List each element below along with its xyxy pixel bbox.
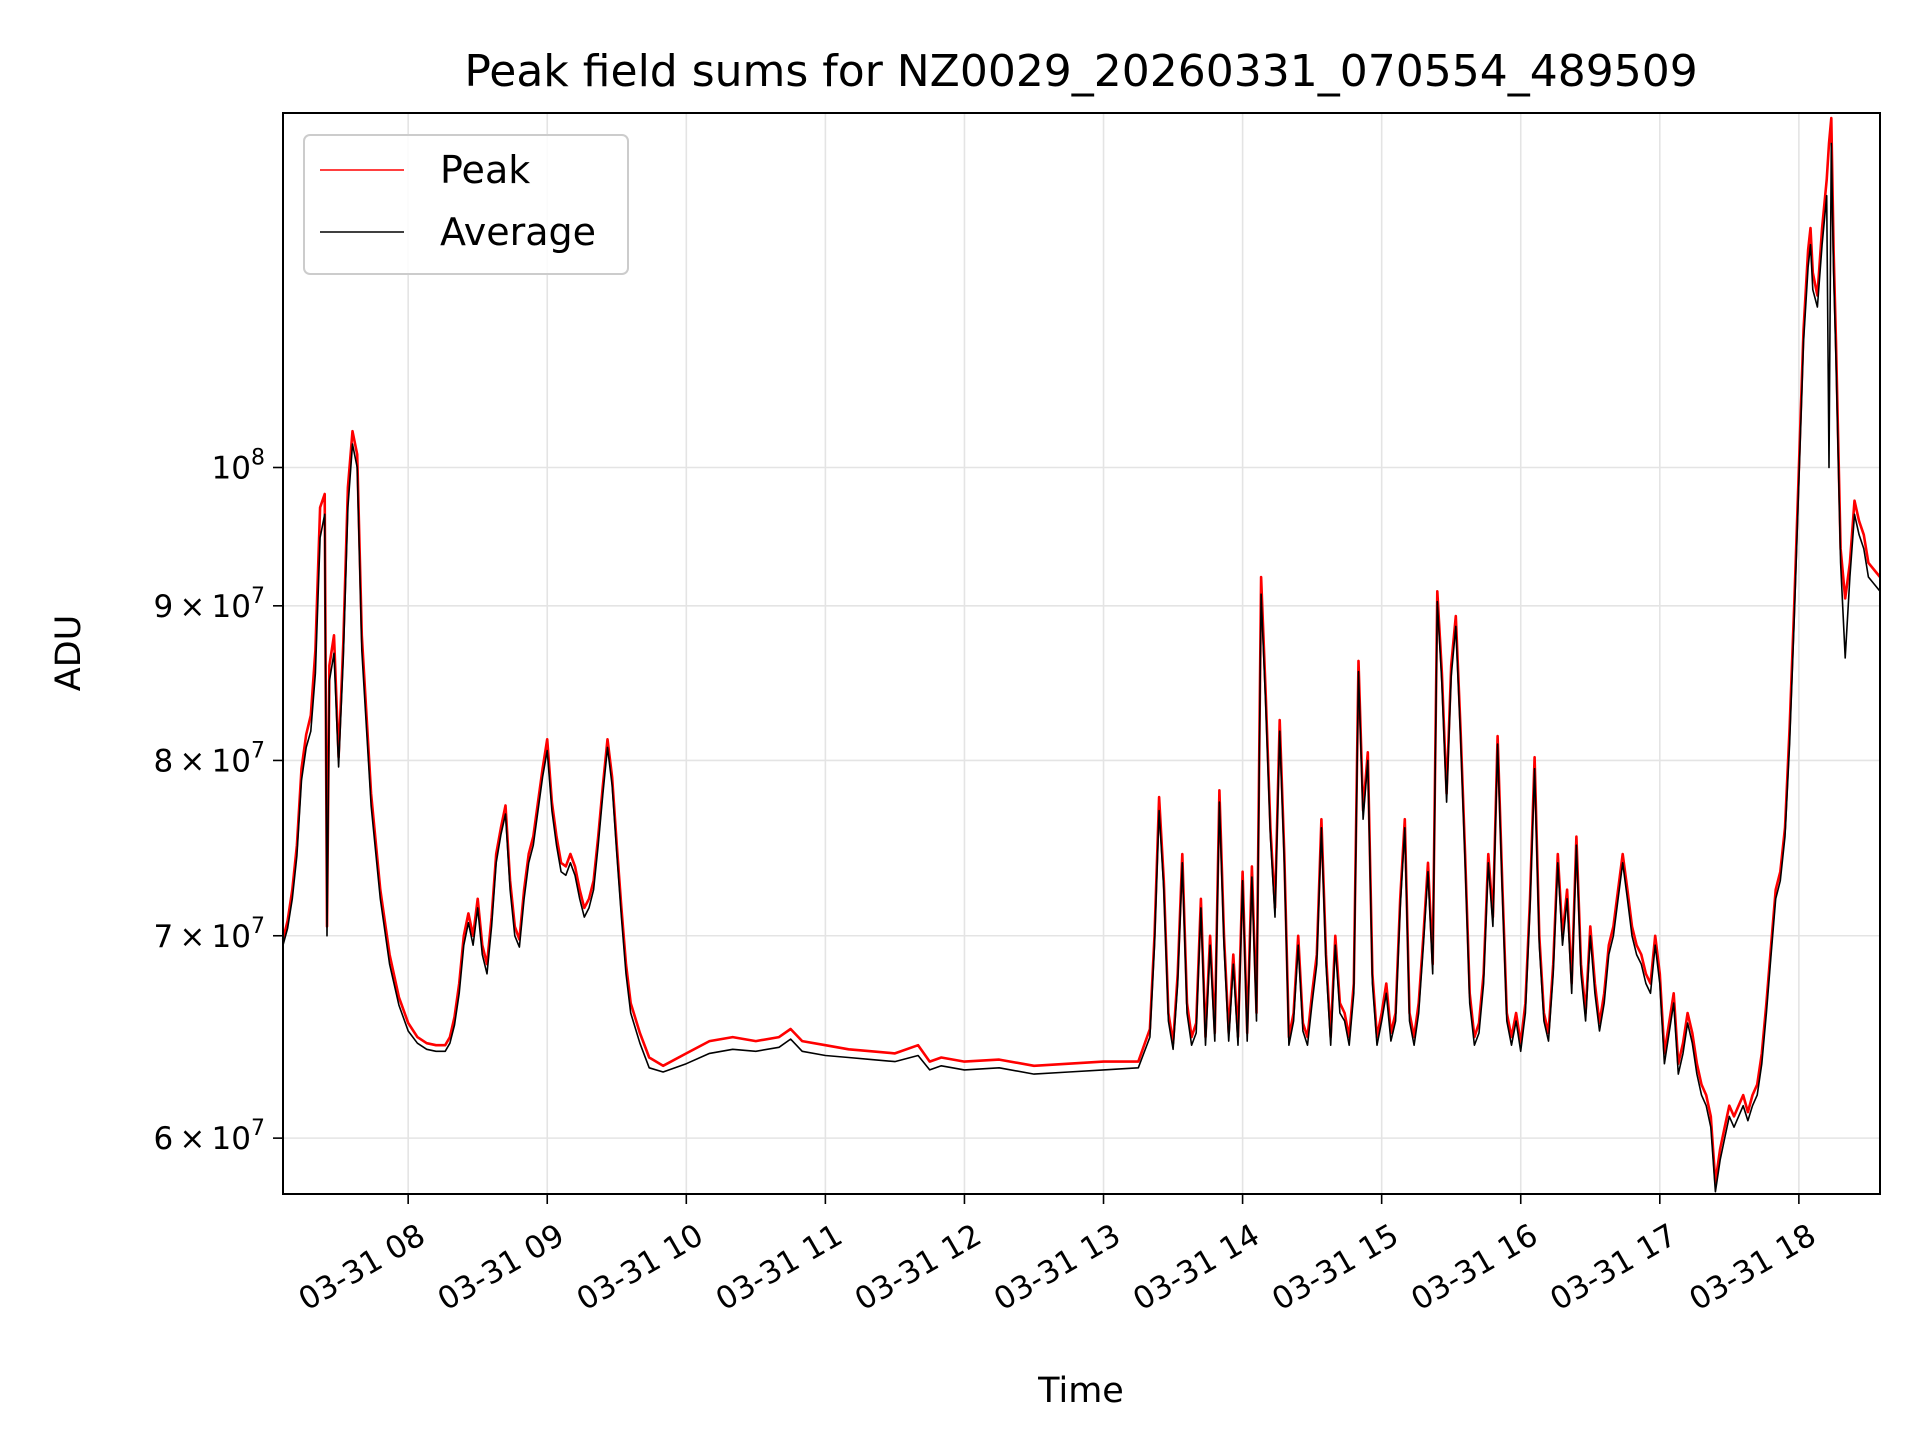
y-tick-exponent: 8: [251, 445, 265, 470]
y-tick-times: × 10: [173, 919, 251, 955]
legend-label-peak: Peak: [440, 148, 530, 192]
y-tick-exponent: 7: [251, 584, 265, 609]
series-line-average: [282, 142, 1881, 1193]
y-tick-mantissa: 9: [153, 589, 173, 625]
series-line-peak: [281, 116, 1882, 1184]
legend-label-average: Average: [440, 210, 596, 254]
y-tick-exponent: 7: [251, 738, 265, 763]
y-axis-title: ADU: [49, 615, 89, 692]
y-tick-base: 10: [212, 450, 251, 486]
y-tick-label: 7 × 107: [153, 914, 265, 955]
y-tick-mantissa: 8: [153, 743, 173, 779]
y-tick-mantissa: 6: [153, 1121, 173, 1157]
y-tick-exponent: 7: [251, 1116, 265, 1141]
grid: [283, 113, 1880, 1194]
y-tick-label: 9 × 107: [153, 584, 265, 625]
y-tick-label: 108: [212, 445, 265, 486]
plot-frame: [282, 112, 1881, 1195]
series-layer: [281, 116, 1882, 1193]
y-tick-times: × 10: [173, 743, 251, 779]
chart-title: Peak field sums for NZ0029_20260331_0705…: [464, 46, 1697, 97]
y-tick-label: 8 × 107: [153, 738, 265, 779]
y-tick-exponent: 7: [251, 914, 265, 939]
legend: Peak Average: [303, 134, 629, 275]
y-tick-times: × 10: [173, 589, 251, 625]
y-tick-label: 6 × 107: [153, 1116, 265, 1157]
y-tick-mantissa: 7: [153, 919, 173, 955]
y-tick-times: × 10: [173, 1121, 251, 1157]
x-axis-title: Time: [1037, 1371, 1124, 1411]
